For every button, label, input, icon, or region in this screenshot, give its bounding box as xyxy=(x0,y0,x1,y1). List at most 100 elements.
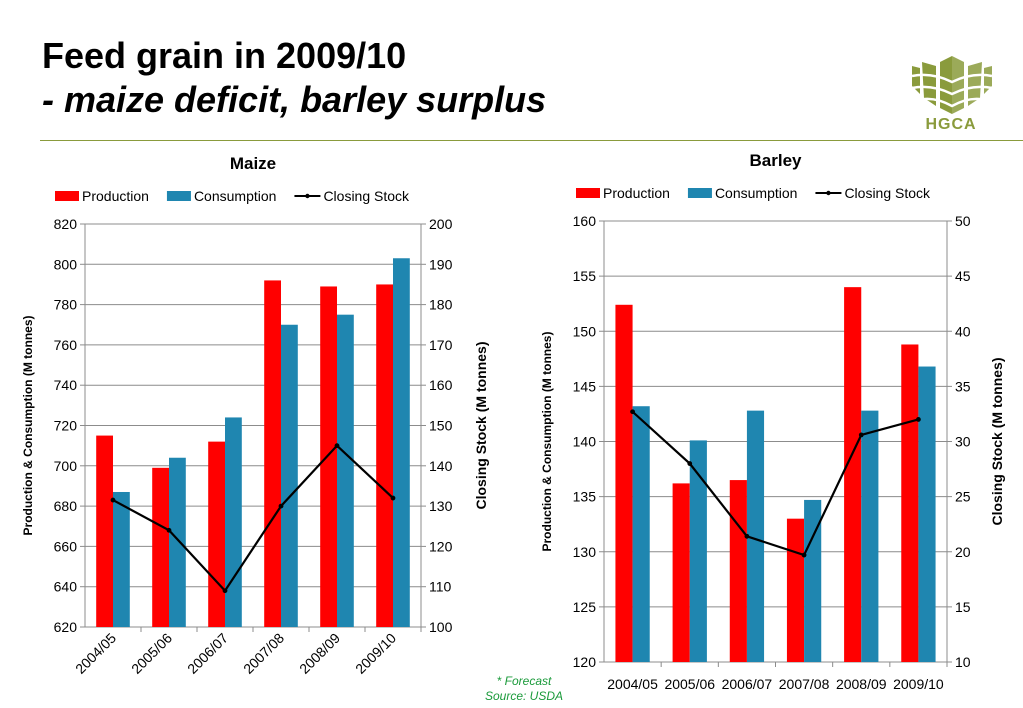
legend-swatch-production xyxy=(55,191,79,201)
consumption-bar xyxy=(861,410,879,662)
y2-tick-label: 140 xyxy=(429,458,453,474)
closing-stock-point xyxy=(110,497,116,503)
y-tick-label: 130 xyxy=(573,544,597,560)
y2-tick-label: 20 xyxy=(955,544,971,560)
y-tick-label: 780 xyxy=(54,297,78,313)
y-tick-label: 800 xyxy=(54,256,78,272)
y-tick-label: 145 xyxy=(573,378,597,394)
legend-label: Consumption xyxy=(715,185,798,201)
production-bar xyxy=(264,280,281,627)
consumption-bar xyxy=(281,324,298,627)
consumption-bar xyxy=(225,417,242,627)
consumption-bar xyxy=(804,499,822,662)
closing-stock-point xyxy=(390,495,396,501)
legend-label: Closing Stock xyxy=(844,185,931,201)
y2-tick-label: 170 xyxy=(429,337,453,353)
x-tick-label: 2004/05 xyxy=(607,676,658,692)
slide-subtitle: - maize deficit, barley surplus xyxy=(42,79,547,120)
y2-tick-label: 35 xyxy=(955,378,971,394)
closing-stock-point xyxy=(630,409,635,415)
y-tick-label: 155 xyxy=(573,268,597,284)
closing-stock-line xyxy=(631,410,919,557)
production-bar xyxy=(376,284,393,627)
x-tick-label: 2005/06 xyxy=(664,676,715,692)
legend-label: Consumption xyxy=(194,188,277,204)
legend-label: Closing Stock xyxy=(323,188,410,204)
y-axis-title: Production & Consumption (M tonnes) xyxy=(21,316,35,536)
y-tick-label: 740 xyxy=(54,377,78,393)
y-tick-label: 820 xyxy=(54,216,78,232)
y-tick-label: 620 xyxy=(54,619,78,635)
consumption-bar xyxy=(632,406,650,662)
production-bar xyxy=(96,435,113,627)
consumption-bar xyxy=(689,440,707,662)
closing-stock-point xyxy=(166,527,172,533)
y2-tick-label: 50 xyxy=(955,213,971,229)
x-tick-label: 2006/07 xyxy=(722,676,773,692)
production-bar xyxy=(208,441,225,627)
y2-tick-label: 160 xyxy=(429,377,453,393)
y2-tick-label: 190 xyxy=(429,256,453,272)
legend-swatch-production xyxy=(576,188,600,198)
production-bar xyxy=(786,518,805,662)
x-tick-label: 2008/09 xyxy=(836,676,887,692)
y-tick-label: 760 xyxy=(54,337,78,353)
closing-stock-point xyxy=(916,417,921,422)
y-tick-label: 700 xyxy=(54,458,78,474)
legend-label: Production xyxy=(82,188,149,204)
forecast-note: * Forecast xyxy=(496,674,552,688)
y-axis-title: Production & Consumption (M tonnes) xyxy=(540,332,554,552)
y-tick-label: 125 xyxy=(573,599,597,615)
source-note: Source: USDA xyxy=(484,689,564,703)
closing-stock-line xyxy=(112,444,394,593)
y2-tick-label: 200 xyxy=(429,216,453,232)
consumption-bar xyxy=(337,314,354,627)
y2-tick-label: 40 xyxy=(955,323,971,339)
closing-stock-point xyxy=(278,503,284,509)
y2-axis-title: Closing Stock (M tonnes) xyxy=(473,342,489,510)
y-tick-label: 150 xyxy=(573,323,597,339)
y2-tick-label: 10 xyxy=(955,654,971,670)
y-tick-label: 660 xyxy=(54,538,78,554)
closing-stock-point xyxy=(687,461,693,466)
y2-tick-label: 180 xyxy=(429,297,453,313)
y2-tick-label: 45 xyxy=(955,268,971,284)
y-tick-label: 135 xyxy=(573,489,597,505)
production-bar xyxy=(901,344,919,662)
y2-tick-label: 15 xyxy=(955,599,971,615)
production-bar xyxy=(729,480,747,662)
y-tick-label: 720 xyxy=(54,418,78,434)
legend-swatch-consumption xyxy=(687,188,712,198)
y-tick-label: 160 xyxy=(573,213,597,229)
footnote: * Forecast Source: USDA xyxy=(476,674,572,704)
title-divider xyxy=(40,140,1023,141)
legend-label: Production xyxy=(603,185,670,201)
production-bar xyxy=(844,287,862,662)
closing-stock-point xyxy=(744,533,750,539)
closing-stock-point xyxy=(858,432,864,438)
logo-text: HGCA xyxy=(925,116,977,133)
y2-tick-label: 30 xyxy=(955,434,971,450)
production-bar xyxy=(672,483,690,662)
closing-stock-point xyxy=(801,552,807,558)
chart-title: Maize xyxy=(230,154,276,173)
y2-tick-label: 110 xyxy=(429,579,452,595)
y2-tick-label: 130 xyxy=(429,498,453,514)
consumption-bar xyxy=(746,410,765,662)
y-tick-label: 120 xyxy=(573,654,597,670)
hgca-logo-icon xyxy=(911,56,993,114)
y-tick-label: 680 xyxy=(54,498,78,514)
legend-swatch-consumption xyxy=(166,191,191,201)
production-bar xyxy=(615,304,633,662)
y2-tick-label: 120 xyxy=(429,538,453,554)
x-tick-label: 2009/10 xyxy=(893,676,944,692)
y2-tick-label: 100 xyxy=(429,619,453,635)
legend-marker xyxy=(826,190,831,196)
y2-axis-title: Closing Stock (M tonnes) xyxy=(989,358,1005,526)
y-tick-label: 140 xyxy=(573,434,597,450)
consumption-bar xyxy=(918,366,936,662)
consumption-bar xyxy=(169,457,186,627)
y2-tick-label: 150 xyxy=(429,418,453,434)
